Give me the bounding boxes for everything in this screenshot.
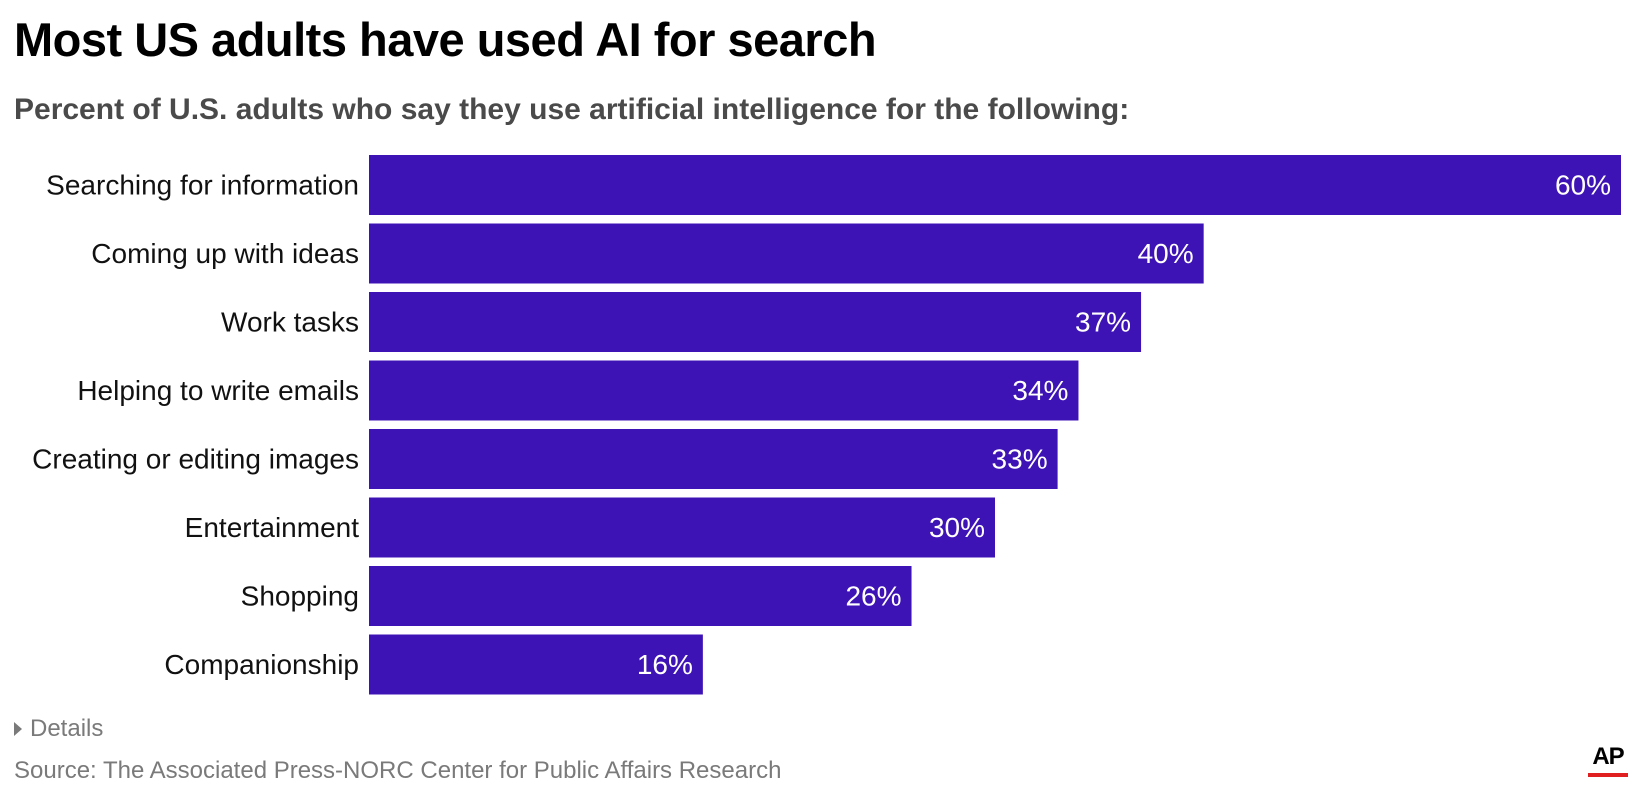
bar <box>369 155 1621 215</box>
ap-logo-underline <box>1588 773 1628 777</box>
category-label: Companionship <box>164 649 359 680</box>
value-label: 40% <box>1138 238 1194 269</box>
chart-subtitle: Percent of U.S. adults who say they use … <box>14 93 1130 126</box>
category-label: Creating or editing images <box>32 444 359 475</box>
category-label: Shopping <box>241 581 359 612</box>
bar <box>369 634 703 695</box>
value-label: 30% <box>929 512 985 543</box>
ap-logo: AP <box>1588 744 1628 777</box>
source-note: Source: The Associated Press-NORC Center… <box>14 757 782 784</box>
bar-group: Creating or editing images 33% <box>32 429 1058 489</box>
bar-group: Shopping 26% <box>241 566 912 626</box>
value-label: 26% <box>845 581 901 612</box>
category-label: Work tasks <box>221 307 359 338</box>
chart-title: Most US adults have used AI for search <box>14 13 877 66</box>
value-label: 33% <box>992 444 1048 475</box>
bar <box>369 497 995 558</box>
bar-group: Entertainment 30% <box>185 497 995 558</box>
bar <box>369 360 1079 421</box>
caret-right-icon <box>14 722 22 736</box>
bar-group: Searching for information 60% <box>46 155 1621 215</box>
category-label: Helping to write emails <box>77 375 359 406</box>
value-label: 34% <box>1012 375 1068 406</box>
bar <box>369 292 1142 352</box>
bar-group: Work tasks 37% <box>221 292 1142 352</box>
bar <box>369 429 1058 489</box>
bar <box>369 566 912 626</box>
ap-logo-text: AP <box>1592 743 1624 770</box>
category-label: Coming up with ideas <box>91 238 359 269</box>
category-label: Entertainment <box>185 512 360 543</box>
bar <box>369 223 1204 284</box>
category-label: Searching for information <box>46 170 359 201</box>
value-label: 37% <box>1075 307 1131 338</box>
details-label: Details <box>30 715 104 742</box>
bar-group: Companionship 16% <box>164 634 703 695</box>
value-label: 60% <box>1555 170 1611 201</box>
bar-group: Coming up with ideas 40% <box>91 223 1204 284</box>
value-label: 16% <box>637 649 693 680</box>
bar-group: Helping to write emails 34% <box>77 360 1079 421</box>
details-toggle[interactable]: Details <box>14 715 103 743</box>
